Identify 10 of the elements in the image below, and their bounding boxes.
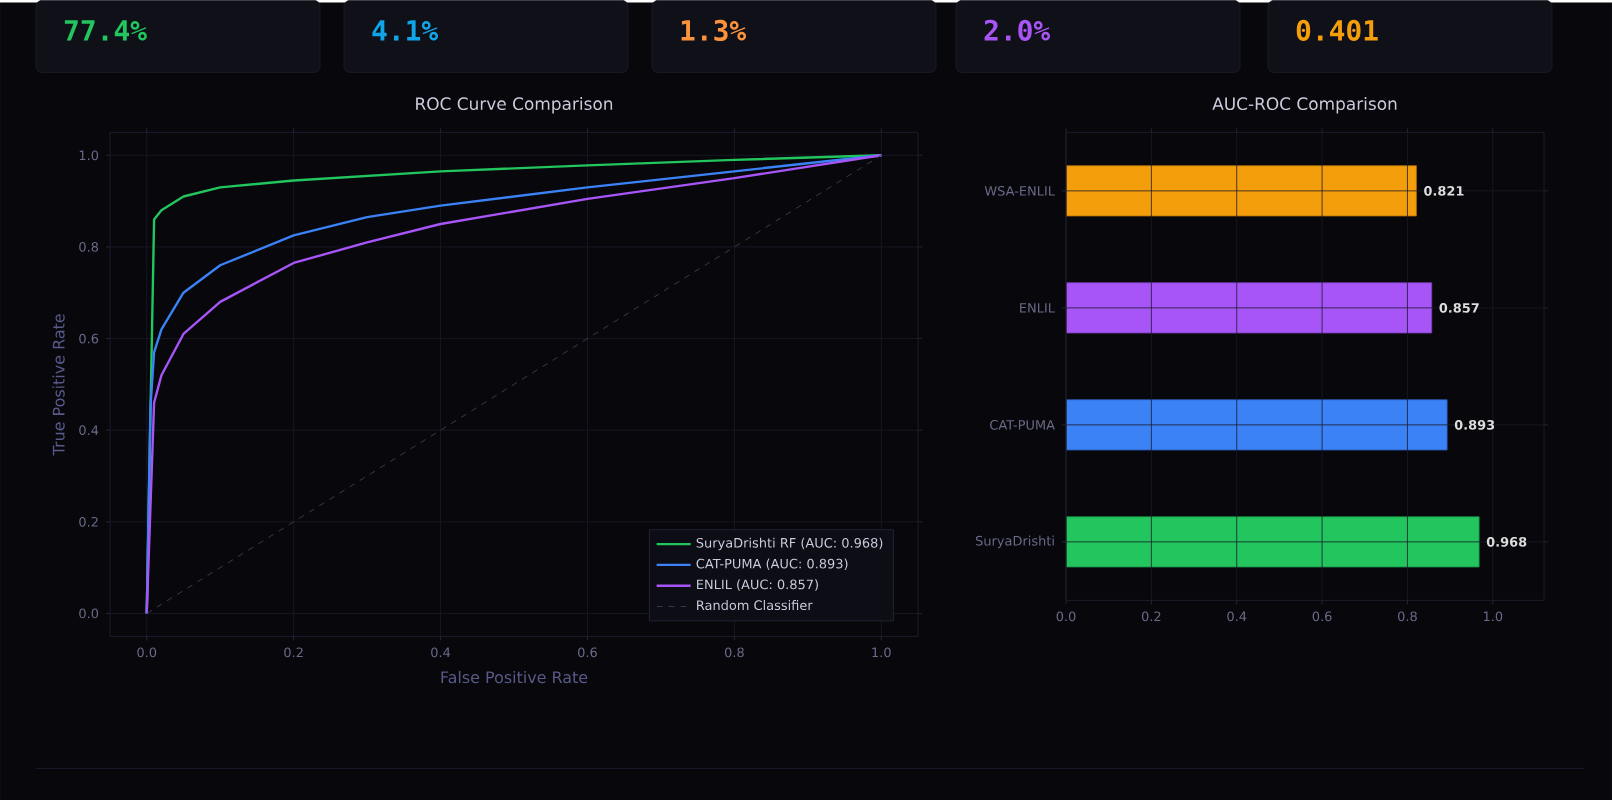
text: 4.1%	[372, 20, 439, 41]
text: 0.401	[1296, 19, 1378, 41]
chart-title: ROC Curve Comparison	[416, 96, 613, 114]
chart-title: AUC-ROC Comparison	[1212, 96, 1397, 114]
text: 2.0%	[984, 19, 1051, 41]
bar	[1066, 516, 1480, 568]
bar	[1066, 165, 1417, 217]
text: 1.3%	[681, 19, 747, 41]
bar	[1066, 399, 1448, 451]
text: 77.4%	[64, 20, 147, 41]
